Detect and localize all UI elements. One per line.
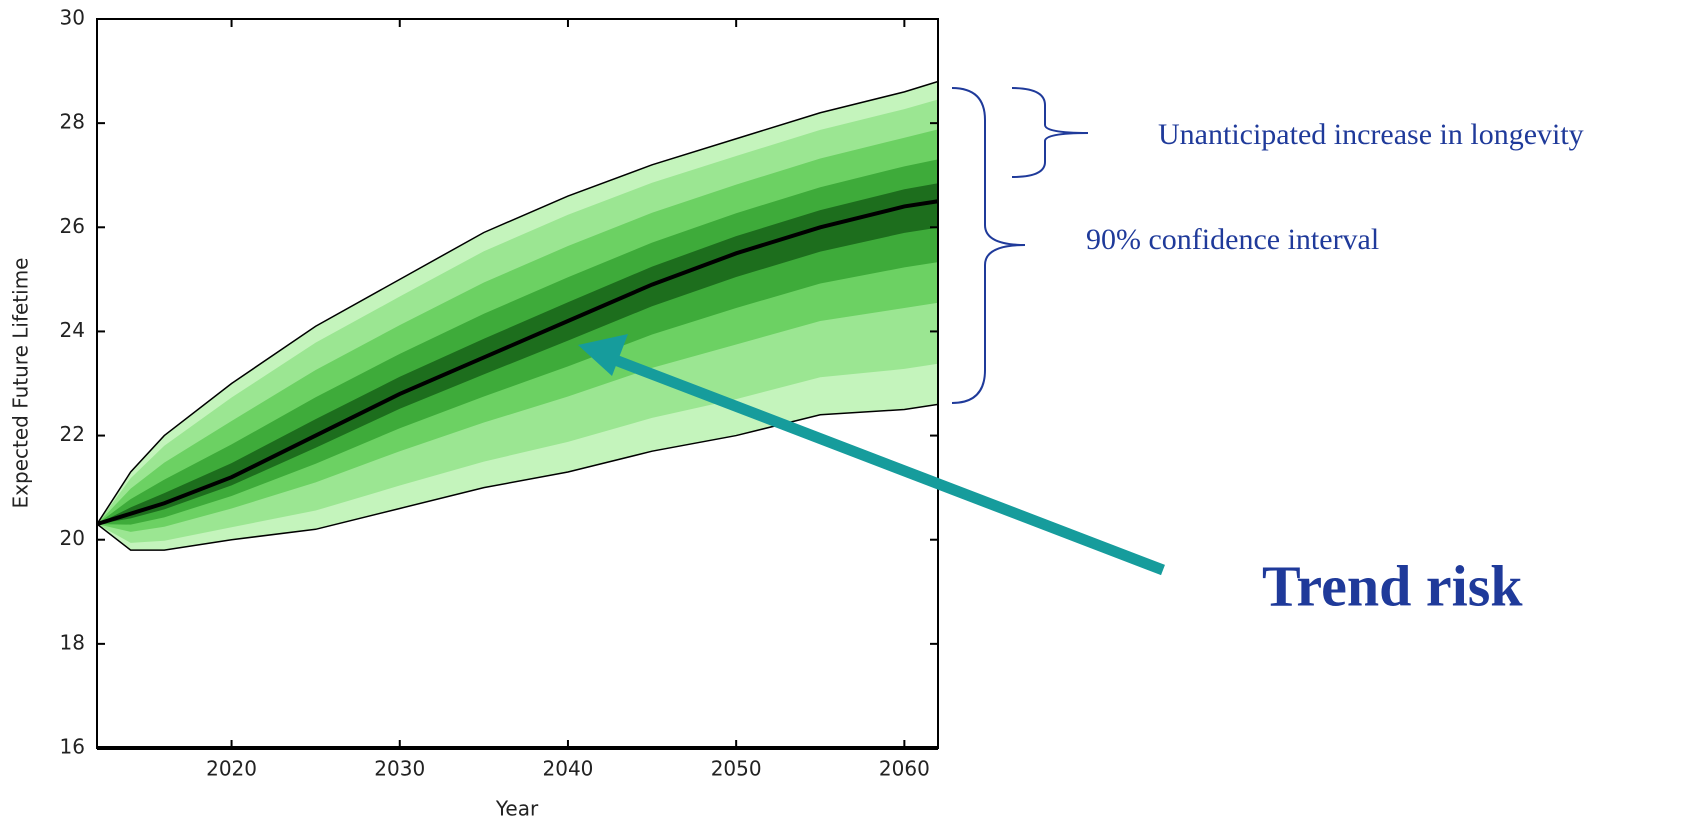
bound-line [96,403,939,551]
bound-line [96,80,939,525]
x-tick-label: 2020 [206,757,257,781]
y-tick-label: 28 [60,110,85,134]
x-tick-label: 2050 [711,757,762,781]
annotation: 90% confidence interval [1086,223,1379,256]
brace-large [951,87,1026,404]
median-line [96,199,939,527]
y-tick-label: 16 [60,735,85,759]
arrow-head [578,334,628,376]
y-tick-label: 18 [60,630,85,654]
brace-small [1011,87,1089,178]
y-tick-label: 22 [60,422,85,446]
x-tick-label: 2030 [374,757,425,781]
arrow-shaft [608,352,1165,576]
y-tick-label: 30 [60,6,85,30]
annotation: Unanticipated increase in longevity [1158,118,1584,151]
annotation: Trend risk [1262,553,1523,618]
y-axis-label: Expected Future Lifetime [9,258,33,509]
x-tick-label: 2060 [879,757,930,781]
y-tick-label: 20 [60,526,85,550]
y-tick-label: 26 [60,214,85,238]
x-tick-label: 2040 [543,757,594,781]
x-axis-label: Year [495,797,539,821]
lines [96,80,939,551]
y-tick-label: 24 [60,318,85,342]
